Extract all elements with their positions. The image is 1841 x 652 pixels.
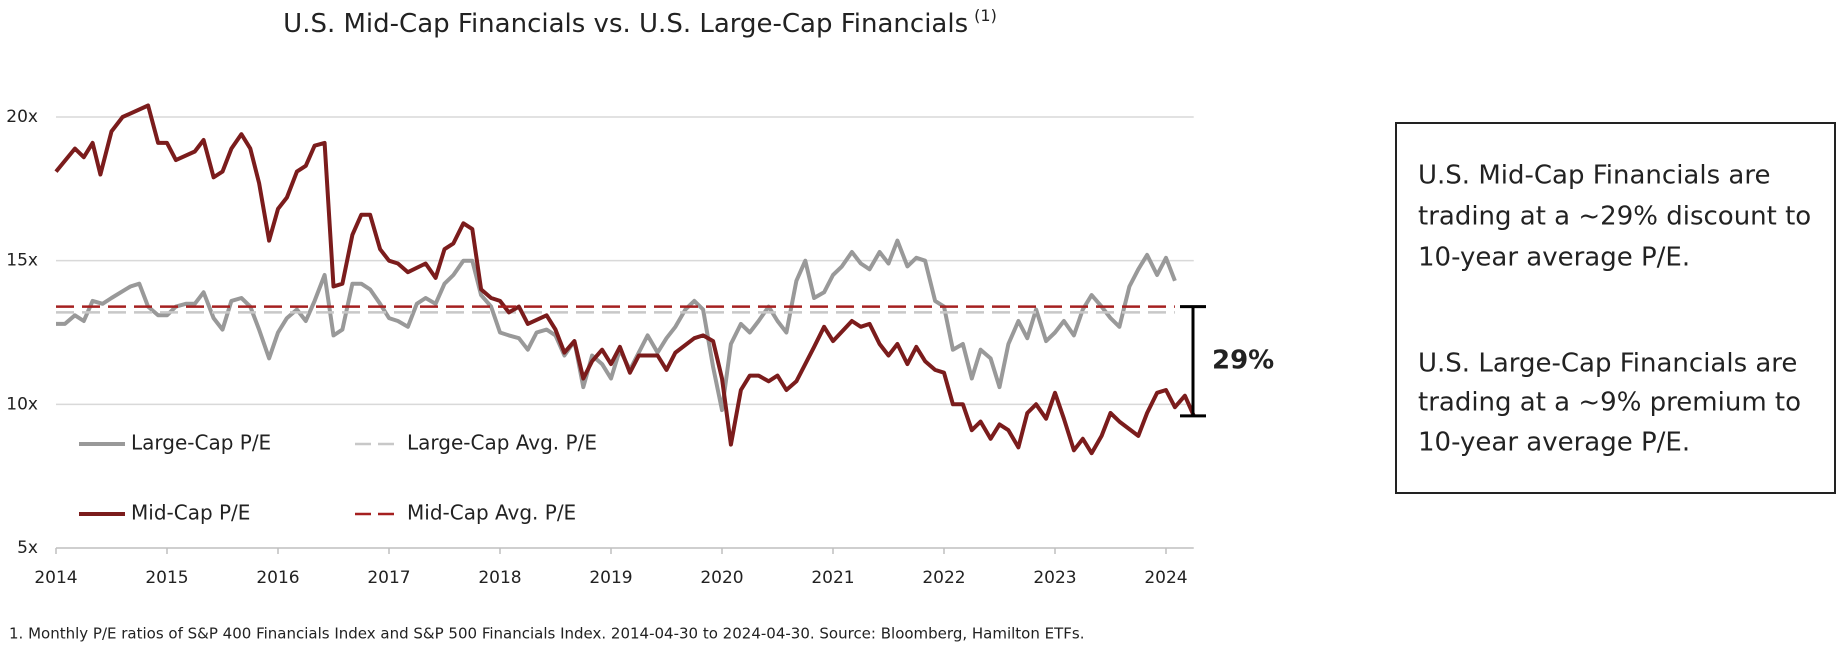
x-tick-label: 2016 — [256, 568, 299, 588]
callout-line: 10-year average P/E. — [1418, 428, 1690, 458]
y-tick-label: 10x — [6, 394, 38, 414]
x-tick-label: 2022 — [922, 568, 965, 588]
x-tick-label: 2017 — [367, 568, 410, 588]
x-tick-label: 2021 — [811, 568, 854, 588]
callout-line: U.S. Large-Cap Financials are — [1418, 349, 1797, 379]
gap-label: 29% — [1212, 346, 1274, 376]
x-tick-label: 2015 — [145, 568, 188, 588]
y-tick-label: 15x — [6, 251, 38, 271]
y-tick-label: 5x — [17, 538, 38, 558]
callout-line: trading at a ~9% premium to — [1418, 388, 1801, 418]
legend-label: Mid-Cap P/E — [131, 501, 250, 525]
callout-line: U.S. Mid-Cap Financials are — [1418, 161, 1770, 191]
y-tick-label: 20x — [6, 107, 38, 127]
legend-label: Large-Cap Avg. P/E — [407, 431, 597, 455]
x-tick-label: 2020 — [700, 568, 743, 588]
x-tick-label: 2019 — [589, 568, 632, 588]
callout-line: 10-year average P/E. — [1418, 243, 1690, 273]
series-line — [54, 103, 1196, 456]
title-note: (1) — [974, 6, 997, 25]
x-tick-label: 2023 — [1033, 568, 1076, 588]
legend-label: Large-Cap P/E — [131, 431, 271, 455]
chart-title: U.S. Mid-Cap Financials vs. U.S. Large-C… — [283, 6, 997, 39]
legend-label: Mid-Cap Avg. P/E — [407, 501, 576, 525]
x-tick-label: 2014 — [34, 568, 77, 588]
callout-line: trading at a ~29% discount to — [1418, 202, 1811, 232]
x-tick-label: 2018 — [478, 568, 521, 588]
title-text: U.S. Mid-Cap Financials vs. U.S. Large-C… — [283, 9, 968, 39]
series-line — [56, 238, 1177, 413]
footnote: 1. Monthly P/E ratios of S&P 400 Financi… — [9, 625, 1084, 643]
x-tick-label: 2024 — [1144, 568, 1187, 588]
callout-box — [1395, 122, 1836, 494]
